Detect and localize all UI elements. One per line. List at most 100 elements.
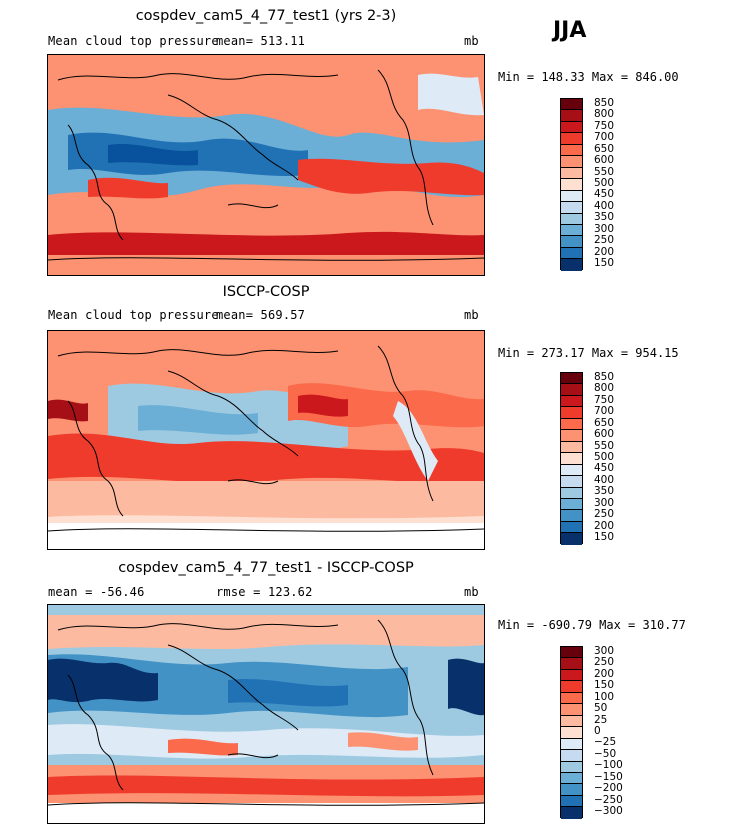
colorbar-swatch — [561, 476, 582, 488]
colorbar-tick-label: −250 — [594, 793, 623, 806]
colorbar-swatch — [561, 99, 582, 111]
colorbar-tick-label: 700 — [594, 131, 615, 144]
colorbar-tick-label: 500 — [594, 177, 615, 189]
colorbar-tick-label: −200 — [594, 782, 623, 795]
colorbar-swatch — [561, 772, 582, 785]
colorbar-swatch — [561, 727, 582, 739]
colorbar-swatch — [561, 418, 582, 431]
panel-3-units: mb — [464, 585, 479, 599]
colorbar-tick-label: 200 — [594, 519, 615, 532]
colorbar-swatch — [561, 133, 582, 145]
colorbar-swatch — [561, 179, 582, 191]
panel-2-mean: mean= 569.57 — [216, 308, 306, 322]
colorbar-swatch — [561, 441, 582, 454]
colorbar-tick-label: 150 — [594, 679, 615, 692]
panel-3-mean: mean = -56.46 — [48, 585, 145, 599]
panel-1-mean: mean= 513.11 — [216, 34, 306, 48]
colorbar-swatch — [561, 681, 582, 693]
panel-1-variable: Mean cloud top pressure — [48, 34, 219, 48]
colorbar-swatch — [561, 202, 582, 214]
panel-1-colorbar — [560, 98, 583, 271]
panel-3-rmse: rmse = 123.62 — [216, 585, 313, 599]
panel-2-colorbar — [560, 372, 583, 545]
colorbar-tick-label: 750 — [594, 119, 615, 132]
colorbar-tick-label: 550 — [594, 165, 615, 178]
colorbar-tick-label: 250 — [594, 234, 615, 247]
colorbar-swatch — [561, 144, 582, 157]
colorbar-tick-label: 500 — [594, 451, 615, 463]
panel-3-colorbar — [560, 646, 583, 819]
colorbar-tick-label: 600 — [594, 428, 615, 441]
colorbar-swatch — [561, 795, 582, 808]
colorbar-tick-label: 600 — [594, 154, 615, 167]
colorbar-swatch — [561, 647, 582, 659]
colorbar-swatch — [561, 487, 582, 499]
colorbar-tick-label: 350 — [594, 485, 615, 498]
panel-2-variable: Mean cloud top pressure — [48, 308, 219, 322]
colorbar-tick-label: 250 — [594, 656, 615, 669]
colorbar-tick-label: 800 — [594, 382, 615, 395]
colorbar-swatch — [561, 521, 582, 534]
colorbar-tick-label: 550 — [594, 439, 615, 452]
panel-3-title: cospdev_cam5_4_77_test1 - ISCCP-COSP — [118, 560, 414, 576]
colorbar-tick-label: 350 — [594, 211, 615, 224]
colorbar-swatch — [561, 373, 582, 385]
colorbar-swatch — [561, 247, 582, 260]
colorbar-swatch — [561, 213, 582, 225]
colorbar-swatch — [561, 761, 582, 773]
panel-3-map — [47, 604, 485, 824]
colorbar-tick-label: 650 — [594, 142, 615, 155]
colorbar-tick-label: 150 — [594, 531, 615, 544]
colorbar-tick-label: 100 — [594, 690, 615, 703]
colorbar-tick-label: −300 — [594, 805, 623, 818]
colorbar-swatch — [561, 533, 582, 545]
colorbar-swatch — [561, 190, 582, 203]
colorbar-swatch — [561, 156, 582, 168]
colorbar-tick-label: 400 — [594, 473, 615, 486]
panel-2-title: ISCCP-COSP — [222, 284, 310, 300]
colorbar-swatch — [561, 453, 582, 465]
colorbar-tick-label: −100 — [594, 759, 623, 772]
panel-1-minmax: Min = 148.33 Max = 846.00 — [498, 70, 679, 84]
colorbar-swatch — [561, 259, 582, 271]
colorbar-tick-label: 0 — [594, 725, 601, 737]
colorbar-swatch — [561, 430, 582, 442]
colorbar-tick-label: 300 — [594, 222, 615, 235]
colorbar-tick-label: 800 — [594, 108, 615, 121]
colorbar-tick-label: 300 — [594, 644, 615, 657]
colorbar-tick-label: 450 — [594, 462, 615, 475]
colorbar-swatch — [561, 669, 582, 682]
colorbar-swatch — [561, 784, 582, 796]
colorbar-tick-label: −150 — [594, 770, 623, 783]
colorbar-swatch — [561, 224, 582, 237]
colorbar-tick-label: 300 — [594, 496, 615, 509]
panel-1-units: mb — [464, 34, 479, 48]
panel-1-title: cospdev_cam5_4_77_test1 (yrs 2-3) — [135, 8, 397, 24]
colorbar-tick-label: −25 — [594, 736, 617, 749]
colorbar-tick-label: 50 — [594, 702, 608, 715]
colorbar-swatch — [561, 236, 582, 248]
colorbar-swatch — [561, 167, 582, 180]
colorbar-tick-label: 700 — [594, 405, 615, 418]
colorbar-tick-label: 150 — [594, 257, 615, 270]
colorbar-swatch — [561, 692, 582, 705]
colorbar-tick-label: −50 — [594, 747, 617, 760]
colorbar-swatch — [561, 110, 582, 122]
panel-2-map — [47, 330, 485, 550]
colorbar-swatch — [561, 807, 582, 819]
colorbar-tick-label: 200 — [594, 245, 615, 258]
colorbar-swatch — [561, 121, 582, 134]
colorbar-tick-label: 850 — [594, 96, 615, 109]
colorbar-swatch — [561, 464, 582, 477]
colorbar-swatch — [561, 498, 582, 511]
colorbar-tick-label: 250 — [594, 508, 615, 521]
colorbar-tick-label: 750 — [594, 393, 615, 406]
colorbar-tick-label: 200 — [594, 667, 615, 680]
colorbar-tick-label: 400 — [594, 199, 615, 212]
colorbar-swatch — [561, 658, 582, 670]
colorbar-swatch — [561, 704, 582, 716]
season-label: JJA — [553, 18, 587, 43]
colorbar-tick-label: 450 — [594, 188, 615, 201]
colorbar-swatch — [561, 738, 582, 751]
colorbar-tick-label: 25 — [594, 713, 608, 726]
